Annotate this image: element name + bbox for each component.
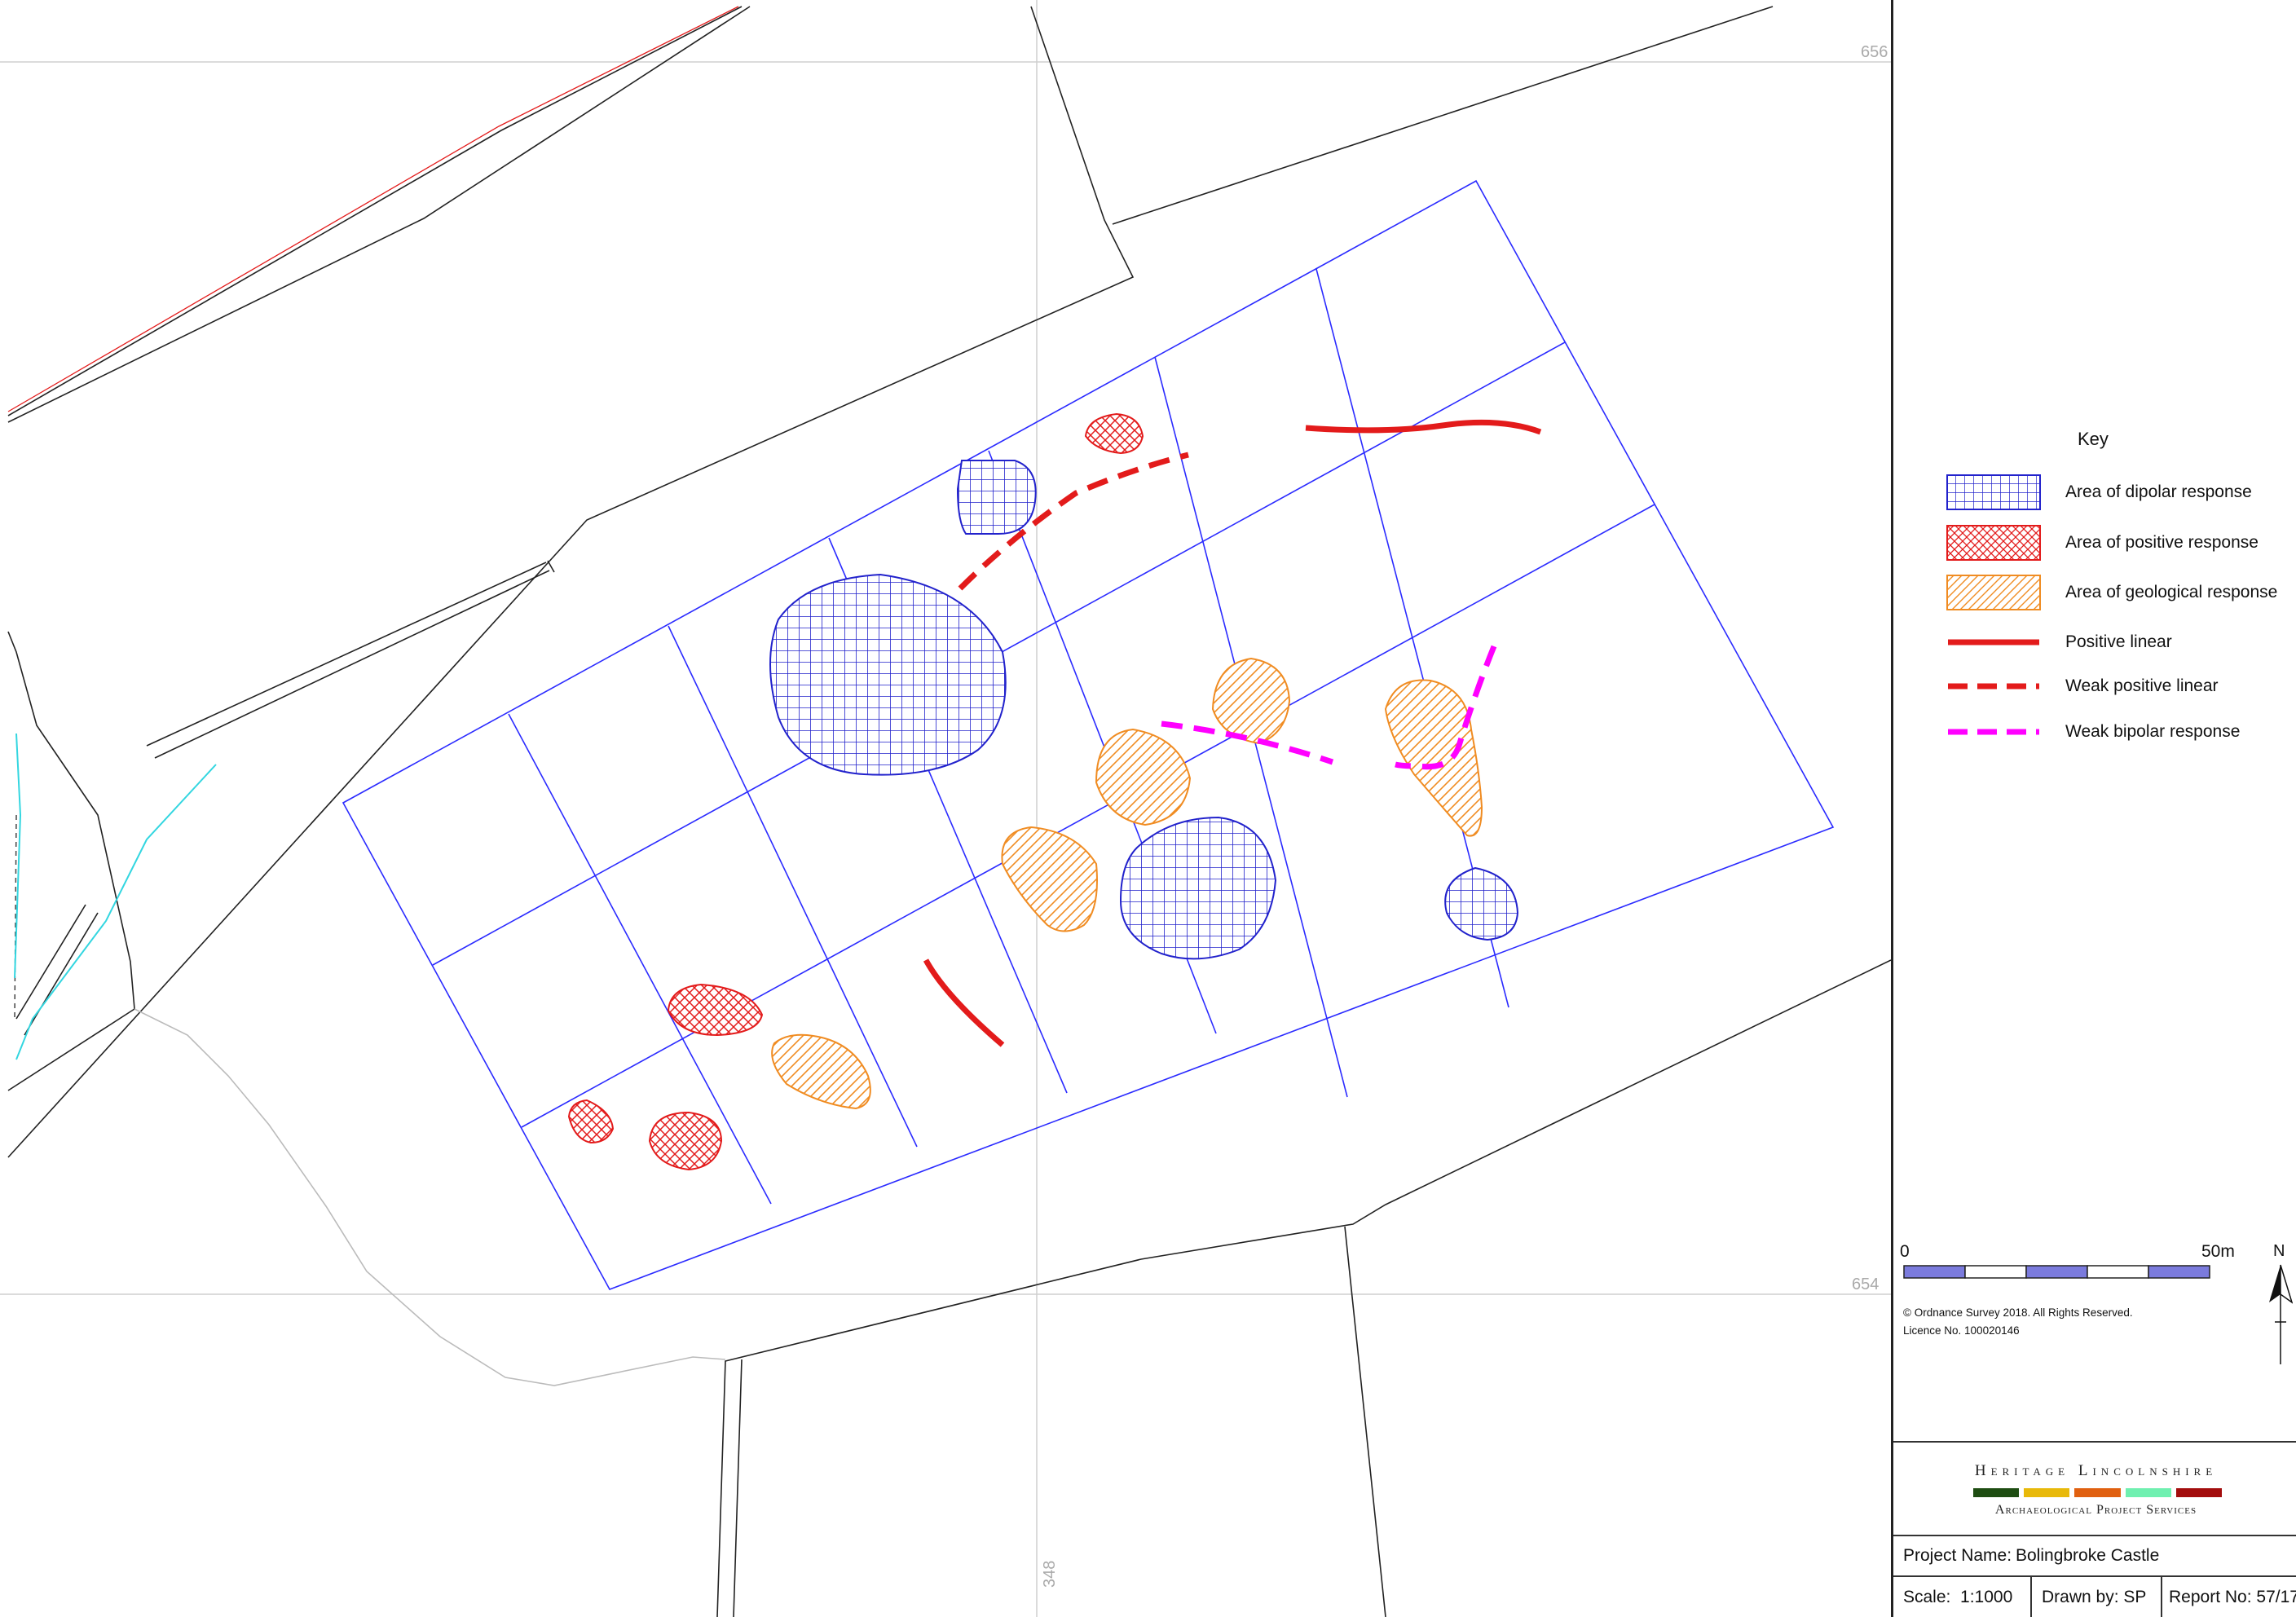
dashed-path — [14, 814, 17, 1020]
logo-bar — [1973, 1488, 2020, 1497]
key-item-geological: Area of geological response — [1946, 575, 2289, 610]
company-logo: Heritage Lincolnshire Archaeological Pro… — [1893, 1441, 2296, 1536]
key-label-geological: Area of geological response — [2065, 583, 2278, 601]
logo-bar — [2074, 1488, 2121, 1497]
licence-line: Licence No. 100020146 — [1903, 1324, 2020, 1337]
dipolar-swatch-icon — [1946, 474, 2041, 510]
dipolar-area-3 — [1119, 816, 1277, 960]
geological-swatch-icon — [1946, 575, 2041, 610]
track-outline — [134, 1008, 726, 1386]
positive-area-4 — [648, 1111, 723, 1171]
weak-bipolar-1 — [1161, 720, 1334, 765]
key-label-dipolar: Area of dipolar response — [2065, 482, 2252, 501]
logo-title: Heritage Lincolnshire — [1974, 1462, 2218, 1479]
positive-linear-1 — [1305, 419, 1542, 435]
northing-label-654: 654 — [1852, 1276, 1879, 1293]
details-row: Scale: 1:1000 Drawn by: SP Report No: 57… — [1893, 1575, 2296, 1617]
field-boundaries — [7, 6, 1891, 1617]
key-item-dipolar: Area of dipolar response — [1946, 474, 2289, 510]
weak-bipolar-swatch-icon — [1948, 729, 2039, 735]
project-row: Project Name: Bolingbroke Castle — [1893, 1535, 2296, 1575]
easting-label-348: 348 — [1041, 1561, 1059, 1588]
copyright-line: © Ordnance Survey 2018. All Rights Reser… — [1903, 1306, 2133, 1319]
key-label-positive-linear: Positive linear — [2065, 632, 2172, 651]
weak-bipolar-2 — [1395, 645, 1497, 770]
north-label: N — [2273, 1242, 2285, 1260]
geological-area-1 — [1211, 657, 1291, 745]
project-label: Project Name: — [1903, 1546, 2012, 1565]
report-cell: Report No: 57/17 — [2161, 1577, 2296, 1617]
scale-end-label: 50m — [2201, 1242, 2235, 1261]
dipolar-anomalies — [769, 460, 1519, 960]
drawn-value: SP — [2123, 1587, 2147, 1606]
os-grid — [0, 0, 1891, 1617]
weak-positive-linear-1 — [958, 452, 1189, 591]
watercourse — [14, 733, 217, 1060]
positive-area-2 — [667, 983, 764, 1037]
project-name: Bolingbroke Castle — [2016, 1546, 2160, 1565]
key-item-weak-positive-linear: Weak positive linear — [1946, 668, 2289, 704]
linear-anomalies — [923, 419, 1542, 1047]
positive-anomalies — [567, 412, 1144, 1171]
scale-start-label: 0 — [1900, 1242, 1910, 1261]
dipolar-area-1 — [956, 460, 1037, 535]
key-label-positive: Area of positive response — [2065, 533, 2259, 552]
positive-linear-swatch-icon — [1948, 639, 2039, 645]
geological-area-5 — [771, 1033, 871, 1110]
north-arrow-icon — [2269, 1264, 2293, 1364]
key-item-positive: Area of positive response — [1946, 525, 2289, 561]
railway-line — [7, 6, 739, 412]
dipolar-area-2 — [769, 573, 1007, 776]
positive-area-1 — [1084, 412, 1144, 455]
dipolar-area-4 — [1444, 866, 1519, 941]
weak-positive-linear-swatch-icon — [1948, 683, 2039, 690]
report-label: Report No: — [2169, 1587, 2252, 1606]
positive-swatch-icon — [1946, 525, 2041, 561]
geological-anomalies — [771, 657, 1483, 1110]
legend-panel: Key Area of dipolar response Area of pos… — [1891, 0, 2296, 1617]
survey-map: 656 654 348 — [0, 0, 1891, 1617]
logo-colour-bars — [1973, 1488, 2223, 1497]
geological-area-2 — [1095, 728, 1192, 826]
drawn-cell: Drawn by: SP — [2030, 1577, 2161, 1617]
logo-bar — [2125, 1488, 2171, 1497]
key-title: Key — [2078, 429, 2109, 449]
key-item-positive-linear: Positive linear — [1946, 624, 2289, 660]
positive-linear-2 — [923, 958, 1005, 1047]
geological-area-4 — [1001, 826, 1098, 932]
key-label-weak-positive-linear: Weak positive linear — [2065, 676, 2219, 695]
logo-bar — [2175, 1488, 2223, 1497]
scale-cell: Scale: 1:1000 — [1893, 1577, 2030, 1617]
key-label-weak-bipolar: Weak bipolar response — [2065, 722, 2241, 741]
key-item-weak-bipolar: Weak bipolar response — [1946, 714, 2289, 750]
scale-bar — [1903, 1265, 2210, 1279]
drawn-label: Drawn by: — [2042, 1587, 2119, 1606]
geological-area-3 — [1384, 679, 1483, 837]
logo-subtitle: Archaeological Project Services — [1994, 1503, 2197, 1517]
scale-value: 1:1000 — [1960, 1587, 2013, 1606]
survey-grid — [342, 179, 1835, 1290]
positive-area-3 — [567, 1099, 615, 1144]
logo-bar — [2024, 1488, 2070, 1497]
scale-label: Scale: — [1903, 1587, 1951, 1606]
report-value: 57/17 — [2256, 1587, 2296, 1606]
northing-label-656: 656 — [1861, 43, 1888, 61]
